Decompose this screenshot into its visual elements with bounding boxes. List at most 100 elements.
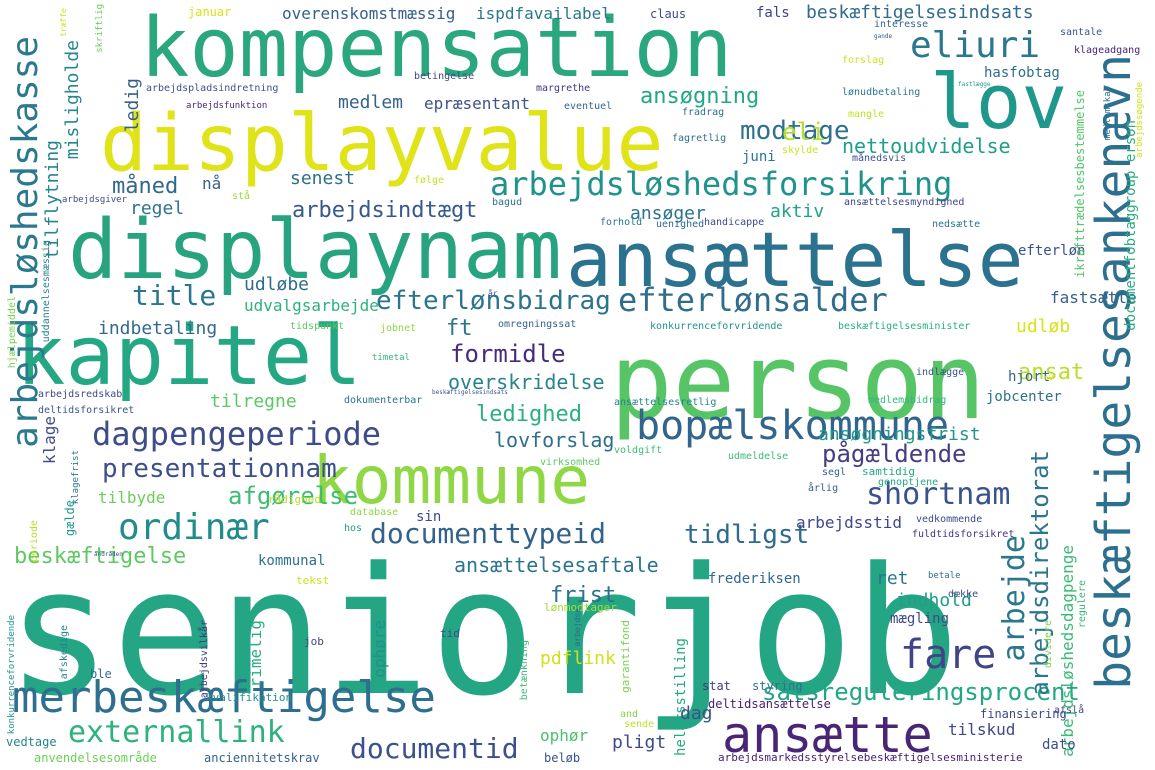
word: dag (680, 703, 713, 724)
word: tidspunkt (290, 321, 345, 332)
word: skriftlig (95, 4, 105, 53)
word: regulere (1077, 580, 1088, 629)
word: documentid (350, 732, 519, 765)
word: tid (440, 627, 460, 640)
word: hos (344, 523, 363, 534)
word: kompensation (140, 1, 733, 96)
word: ophøre (370, 620, 389, 678)
word: shortnam (866, 477, 1011, 512)
word: fals (756, 5, 790, 21)
word: dato (1042, 737, 1076, 753)
word: lønudbetaling (842, 87, 921, 98)
word: fuldtidsforsikret (912, 529, 1015, 540)
word: årlig (808, 483, 839, 494)
word: efterlønsbidrag (376, 286, 611, 316)
word: gande (874, 33, 893, 40)
word: formidle (450, 340, 566, 368)
word: medlemsbidrag (868, 395, 947, 406)
word: nettoudvidelse (842, 134, 1011, 158)
word: ansættelsesaftale (454, 553, 659, 577)
word: handicappe (704, 217, 765, 228)
word: kvalifikation (206, 691, 293, 704)
word: garantifond (619, 620, 632, 693)
word: title (132, 279, 217, 312)
word: ansættelse (566, 215, 1024, 304)
word: nå (202, 174, 222, 193)
word: udløb (1016, 316, 1071, 337)
word: finansiering (980, 707, 1067, 721)
word: rådighed (268, 493, 321, 506)
word: fagretlig (672, 133, 727, 144)
word: kommunal (258, 553, 326, 569)
word: indhold (896, 590, 972, 611)
word: fare (900, 632, 997, 678)
word: externallink (68, 715, 285, 750)
word: presentationnam (102, 454, 337, 484)
word: hjort (1008, 369, 1051, 385)
word: vedkommende (916, 514, 983, 525)
word: santale (1060, 27, 1103, 38)
word: medlemskab (1103, 86, 1113, 141)
word: betingelse (414, 71, 475, 82)
word: database (350, 507, 399, 518)
word: periode (29, 520, 40, 563)
word: claus (650, 7, 687, 21)
word: tilbyde (98, 488, 166, 507)
word: betænkning (519, 640, 530, 701)
word: seniorjob (6, 530, 960, 735)
word: regel (130, 198, 185, 219)
word: lønmodtager (544, 601, 617, 614)
word: sende (624, 719, 655, 730)
word: ledig (122, 78, 143, 133)
word: arbejdsvilkår (199, 620, 210, 699)
word: måned (112, 174, 179, 199)
word: senest (290, 168, 356, 189)
word: sin (416, 509, 442, 525)
word: arbejdsredskab (38, 389, 123, 400)
word: arbejdssøgende (1135, 82, 1145, 158)
word: lov (930, 57, 1068, 146)
word: interesse (874, 19, 929, 30)
word: anciennitetskrav (204, 751, 320, 765)
word: dagpengeperiode (92, 415, 381, 453)
word: ret (876, 568, 909, 589)
word: overskridelse (448, 370, 605, 394)
word: job (304, 635, 324, 648)
word: afslå (1054, 705, 1085, 716)
word: tilskud (948, 720, 1016, 739)
word: rimelig (246, 620, 265, 688)
word: overenskomstmæssig (282, 4, 456, 23)
word: beskæftigelse (14, 544, 187, 569)
word: dokumenterbar (344, 395, 423, 406)
word: fradrag (682, 107, 725, 118)
word: afgørelse (228, 482, 359, 510)
word: stå (232, 191, 251, 202)
word: andraden (94, 551, 123, 558)
word: januar (188, 5, 232, 19)
word: omregningssat (498, 319, 577, 330)
word: betale (928, 571, 961, 581)
word: træffe (59, 8, 68, 37)
word: timetal (372, 353, 410, 363)
word: ordinær (118, 507, 270, 548)
word: arbejdsfunktion (186, 101, 268, 111)
word: arbejdsløshedskasse (5, 36, 46, 448)
word: displayvalue (100, 99, 664, 189)
word: forhold (600, 217, 643, 228)
word: person (610, 321, 986, 443)
word: pågældende (822, 440, 967, 468)
word: virksomhed (540, 457, 601, 468)
word: ansætte (722, 706, 933, 764)
word: ledighed (476, 402, 582, 427)
word: arbejdsstid (796, 513, 902, 532)
word: arbejdsmarkedsstyrelsebeskæftigelsesmini… (718, 751, 1023, 764)
word: eli (782, 118, 826, 146)
word: arbejdsløshedsdagpenge (1058, 545, 1077, 757)
word: arbejdsindtægt (292, 198, 478, 223)
word: fastlægge (958, 81, 991, 88)
word: ble (90, 667, 112, 681)
word: merbeskæftigelse (12, 672, 436, 723)
word: beløb (544, 751, 581, 765)
word: ispdfavailabel (476, 4, 611, 23)
